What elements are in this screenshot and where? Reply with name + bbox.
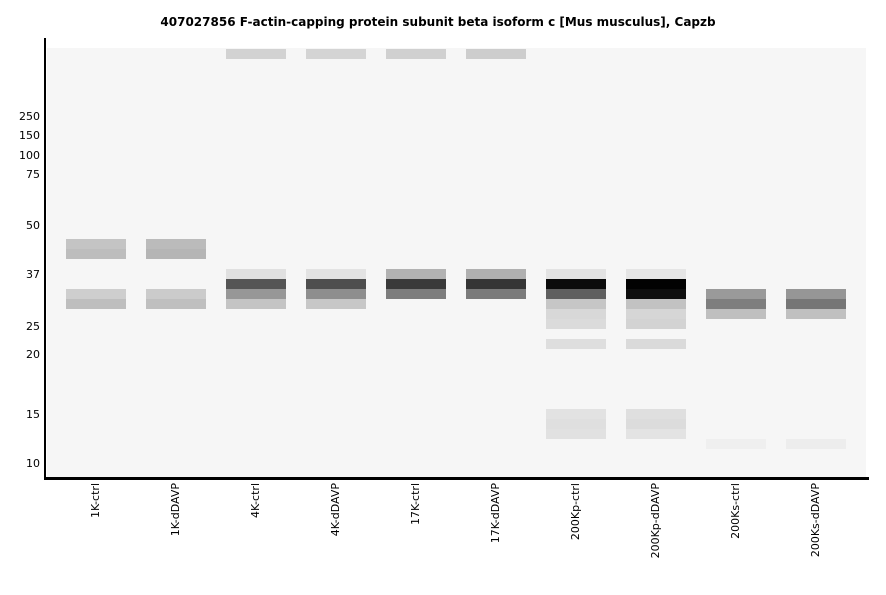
lane-label-17K-dDAVP: 17K-dDAVP xyxy=(489,483,502,544)
lane-label-1K-dDAVP: 1K-dDAVP xyxy=(169,483,182,537)
lane-label-200Kp-dDAVP: 200Kp-dDAVP xyxy=(649,483,662,559)
lane-label-17K-ctrl: 17K-ctrl xyxy=(409,483,422,525)
y-tick-label-37: 37 xyxy=(26,268,40,281)
chart-title: 407027856 F-actin-capping protein subuni… xyxy=(160,15,716,29)
lane-label-4K-ctrl: 4K-ctrl xyxy=(249,483,262,518)
lane-label-200Ks-dDAVP: 200Ks-dDAVP xyxy=(809,483,822,558)
lane-label-200Ks-ctrl: 200Ks-ctrl xyxy=(729,483,742,539)
y-tick-label-50: 50 xyxy=(26,219,40,232)
x-axis-line xyxy=(44,477,869,480)
y-tick-label-10: 10 xyxy=(26,457,40,470)
lane-label-1K-ctrl: 1K-ctrl xyxy=(89,483,102,518)
y-tick-label-15: 15 xyxy=(26,408,40,421)
y-tick-label-100: 100 xyxy=(19,149,40,162)
gel-plot-area xyxy=(47,48,866,477)
y-tick-label-250: 250 xyxy=(19,110,40,123)
y-tick-label-20: 20 xyxy=(26,348,40,361)
lane-label-4K-dDAVP: 4K-dDAVP xyxy=(329,483,342,537)
y-axis-line xyxy=(44,38,46,480)
y-tick-label-25: 25 xyxy=(26,320,40,333)
y-tick-label-150: 150 xyxy=(19,129,40,142)
y-tick-label-75: 75 xyxy=(26,168,40,181)
lane-label-200Kp-ctrl: 200Kp-ctrl xyxy=(569,483,582,541)
